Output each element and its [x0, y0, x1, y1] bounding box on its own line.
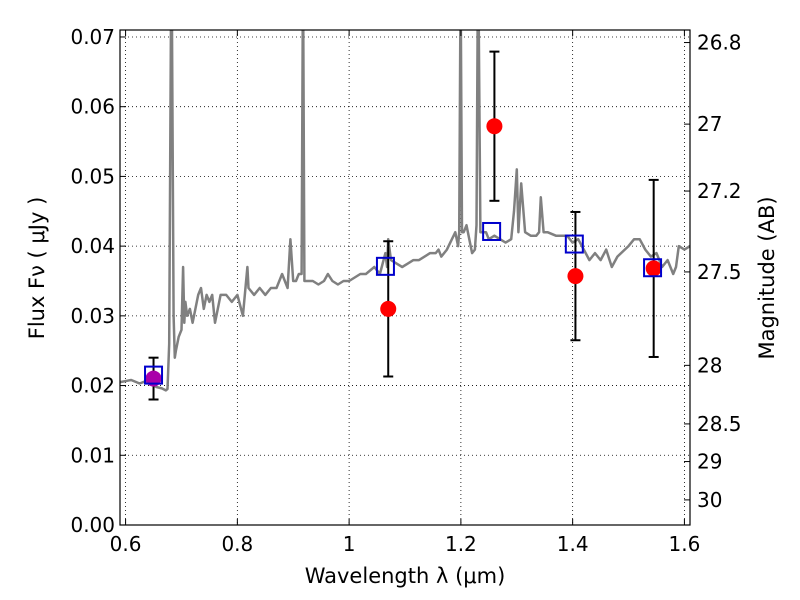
- model-photometry-points: [144, 221, 663, 385]
- observed-point: [645, 260, 662, 277]
- model-photometry-point: [564, 234, 584, 254]
- y-tick-label: 0.04: [70, 234, 115, 258]
- plot-frame: [119, 29, 691, 526]
- model-photometry-point: [375, 256, 395, 276]
- right-tick-label: 28: [697, 353, 722, 377]
- model-photometry-point: [144, 365, 164, 385]
- y-tick-label: 0.03: [70, 304, 115, 328]
- observed-point: [145, 370, 162, 387]
- plot-background: [120, 30, 690, 525]
- right-tick-label: 30: [697, 488, 722, 512]
- y-tick-label: 0.00: [70, 513, 115, 537]
- model-photometry-point: [482, 221, 502, 241]
- observed-point: [380, 300, 397, 317]
- y-axis-right-label: Magnitude (AB): [755, 196, 779, 359]
- y-axis-right: 26.8 27 27.2 27.5 28 28.5 29 30: [684, 31, 742, 512]
- model-spectrum-line: [120, 30, 690, 392]
- right-tick-label: 28.5: [697, 412, 742, 436]
- x-tick-label: 0.6: [110, 532, 142, 556]
- y-tick-label: 0.02: [70, 374, 115, 398]
- x-axis: 0.6 0.8 1 1.2 1.4 1.6: [110, 30, 701, 556]
- x-tick-label: 0.8: [221, 532, 253, 556]
- x-tick-label: 1.2: [445, 532, 477, 556]
- y-tick-label: 0.06: [70, 95, 115, 119]
- right-tick-label: 29: [697, 450, 722, 474]
- observed-point: [486, 118, 503, 135]
- plot-area: [119, 29, 691, 526]
- x-axis-label: Wavelength λ (μm): [305, 564, 506, 588]
- x-tick-label: 1: [343, 532, 356, 556]
- y-tick-label: 0.07: [70, 25, 115, 49]
- x-tick-label: 1.6: [669, 532, 701, 556]
- x-tick-label: 1.4: [557, 532, 589, 556]
- model-photometry-point: [643, 258, 663, 278]
- observed-points: [145, 118, 662, 387]
- observed-point: [567, 268, 584, 285]
- y-axis-left: 0.00 0.01 0.02 0.03 0.04 0.05 0.06 0.07: [70, 25, 126, 537]
- y-tick-label: 0.01: [70, 443, 115, 467]
- right-tick-label: 27.5: [697, 260, 742, 284]
- right-tick-label: 27.2: [697, 179, 742, 203]
- y-axis-label: Flux Fν ( μJy ): [25, 197, 49, 340]
- y-tick-label: 0.05: [70, 164, 115, 188]
- right-tick-label: 27: [697, 112, 722, 136]
- right-tick-label: 26.8: [697, 31, 742, 55]
